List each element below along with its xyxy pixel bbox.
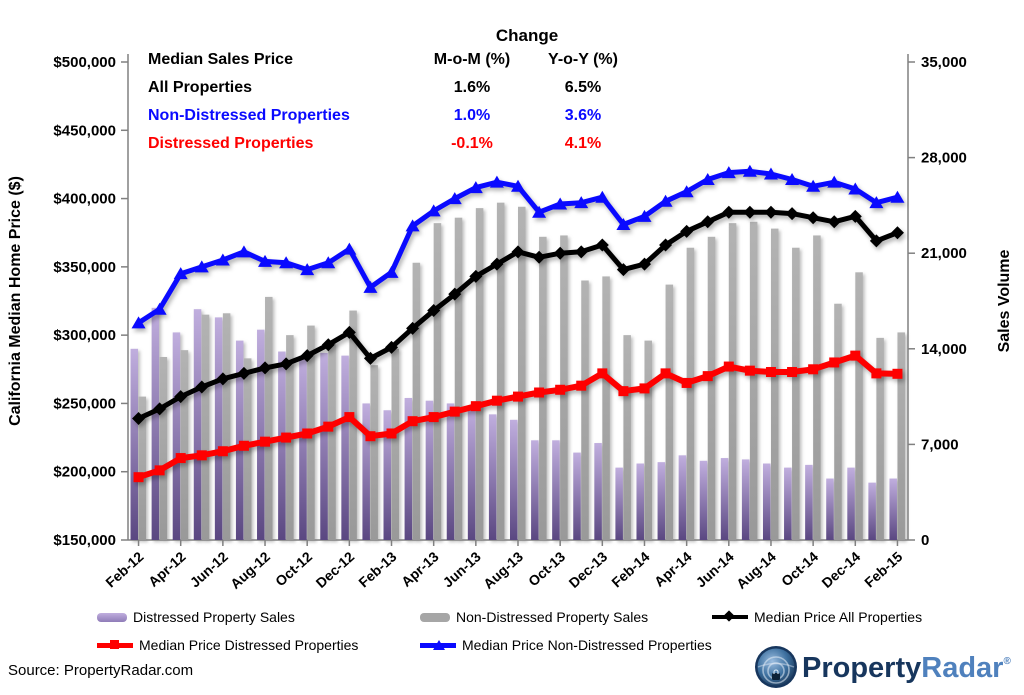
svg-text:Oct-14: Oct-14 <box>778 548 821 589</box>
line-series-0 <box>132 205 904 425</box>
col-median-sales-price: Median Sales Price <box>148 51 293 68</box>
svg-text:14,000: 14,000 <box>921 341 967 358</box>
change-summary-table: Change Median Sales Price M-o-M (%) Y-o-… <box>148 26 648 158</box>
svg-text:$250,000: $250,000 <box>53 395 116 412</box>
purple-bar-swatch-icon <box>97 612 127 622</box>
svg-text:$200,000: $200,000 <box>53 464 116 481</box>
svg-text:Aug-12: Aug-12 <box>227 548 273 592</box>
table-row-non-distressed: Non-Distressed Properties 1.0% 3.6% <box>148 107 602 124</box>
svg-text:0: 0 <box>921 532 929 549</box>
svg-text:Apr-14: Apr-14 <box>651 548 695 590</box>
col-yoy: Y-o-Y (%) <box>548 51 618 68</box>
svg-text:$450,000: $450,000 <box>53 122 116 139</box>
table-row-all-properties: All Properties 1.6% 6.5% <box>148 79 602 96</box>
table-row-distressed: Distressed Properties -0.1% 4.1% <box>148 135 602 152</box>
svg-text:Apr-13: Apr-13 <box>398 548 442 590</box>
svg-text:Feb-14: Feb-14 <box>608 548 652 590</box>
svg-text:Apr-12: Apr-12 <box>145 548 189 590</box>
black-line-swatch-icon <box>712 610 748 624</box>
svg-text:21,000: 21,000 <box>921 245 967 262</box>
svg-text:Aug-14: Aug-14 <box>733 548 779 592</box>
svg-text:Aug-13: Aug-13 <box>480 548 526 592</box>
svg-text:Jun-14: Jun-14 <box>693 548 737 590</box>
svg-text:Oct-13: Oct-13 <box>525 548 568 589</box>
svg-text:$500,000: $500,000 <box>53 54 116 71</box>
svg-text:Feb-13: Feb-13 <box>355 548 399 590</box>
blue-line-swatch-icon <box>420 638 456 652</box>
svg-text:Dec-12: Dec-12 <box>313 548 358 591</box>
svg-text:$300,000: $300,000 <box>53 327 116 344</box>
svg-text:PropertyRadar®: PropertyRadar® <box>802 652 1011 684</box>
svg-text:28,000: 28,000 <box>921 150 967 167</box>
radar-globe-icon <box>755 646 797 688</box>
svg-text:Dec-14: Dec-14 <box>818 548 863 591</box>
svg-text:Feb-12: Feb-12 <box>102 548 146 590</box>
svg-text:California Median Home Price (: California Median Home Price ($) <box>7 176 24 426</box>
legend-non-distressed-sales: Non-Distressed Property Sales <box>420 609 648 625</box>
legend-median-all: Median Price All Properties <box>712 609 922 625</box>
line-series-2 <box>131 164 905 329</box>
line-series-1 <box>133 350 903 483</box>
table-header-row: Median Sales Price M-o-M (%) Y-o-Y (%) <box>148 46 648 74</box>
combo-chart: $150,000 $200,000 $250,000 $300,000 $350,000… <box>7 54 1013 592</box>
legend-distressed-sales: Distressed Property Sales <box>97 609 295 625</box>
col-mom: M-o-M (%) <box>433 51 511 68</box>
svg-text:Sales Volume: Sales Volume <box>996 249 1013 352</box>
svg-text:$400,000: $400,000 <box>53 191 116 208</box>
source-attribution: Source: PropertyRadar.com <box>8 662 194 679</box>
svg-text:Jun-12: Jun-12 <box>187 548 231 590</box>
svg-text:$350,000: $350,000 <box>53 259 116 276</box>
svg-text:Jun-13: Jun-13 <box>440 548 484 590</box>
legend-median-distressed: Median Price Distressed Properties <box>97 637 358 653</box>
gray-bar-swatch-icon <box>420 612 450 622</box>
propertyradar-logo: PropertyRadar® <box>752 640 1020 695</box>
legend-median-non-distressed: Median Price Non-Distressed Properties <box>420 637 712 653</box>
propertyradar-logo-graphic: PropertyRadar® <box>755 646 1011 688</box>
svg-text:7,000: 7,000 <box>921 436 959 453</box>
table-title: Change <box>495 26 559 45</box>
bar-series-0 <box>130 307 897 540</box>
svg-text:Dec-13: Dec-13 <box>565 548 610 591</box>
svg-text:Feb-15: Feb-15 <box>861 548 905 590</box>
red-line-swatch-icon <box>97 638 133 652</box>
svg-text:35,000: 35,000 <box>921 54 967 71</box>
svg-text:Oct-12: Oct-12 <box>272 548 315 589</box>
svg-text:$150,000: $150,000 <box>53 532 116 549</box>
